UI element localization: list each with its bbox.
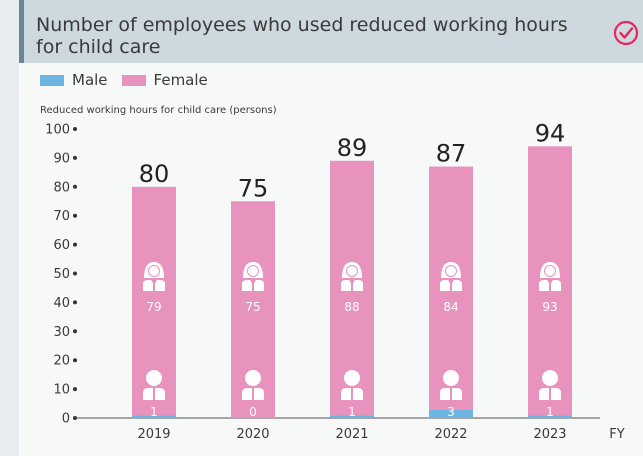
y-tick-dot — [73, 213, 77, 218]
female-value-label: 84 — [443, 300, 458, 314]
total-value-label: 87 — [436, 140, 467, 168]
bar-male — [132, 415, 176, 418]
y-tick-label: 100 — [45, 123, 70, 138]
female-person-icon — [242, 262, 264, 291]
chart-header — [19, 0, 643, 63]
y-tick-label: 30 — [53, 325, 70, 340]
male-person-icon — [242, 370, 264, 400]
male-person-icon — [539, 370, 561, 400]
female-person-icon — [440, 262, 462, 291]
y-tick-label: 90 — [53, 151, 70, 166]
bar-female — [429, 166, 473, 410]
y-tick-label: 60 — [53, 238, 70, 253]
x-tick-label: 2019 — [137, 427, 170, 442]
y-axis-label: Reduced working hours for child care (pe… — [40, 105, 277, 116]
legend-swatch-female — [121, 74, 146, 86]
y-tick-dot — [73, 184, 77, 189]
male-value-label: 0 — [249, 405, 257, 419]
y-tick-dot — [73, 387, 77, 392]
total-value-label: 75 — [238, 174, 269, 202]
female-value-label: 88 — [344, 300, 359, 314]
female-person-icon — [143, 262, 165, 291]
legend-swatch-male — [40, 74, 64, 86]
female-person-icon — [341, 262, 363, 291]
male-person-icon — [341, 370, 363, 400]
y-tick-label: 70 — [53, 209, 70, 224]
bar-male — [429, 409, 473, 418]
total-value-label: 80 — [139, 160, 170, 188]
y-tick-label: 0 — [62, 412, 70, 427]
y-tick-dot — [73, 358, 77, 363]
y-tick-dot — [73, 271, 77, 276]
bar-male — [528, 415, 572, 418]
check-circle-icon — [613, 20, 639, 46]
female-value-label: 79 — [146, 300, 161, 314]
y-tick-label: 20 — [53, 354, 70, 369]
total-value-label: 89 — [337, 134, 368, 162]
y-tick-dot — [73, 329, 77, 334]
x-tick-label: 2023 — [533, 427, 566, 442]
male-value-label: 1 — [150, 405, 158, 419]
x-tick-label: 2020 — [236, 427, 269, 442]
bar-male — [330, 415, 374, 418]
male-person-icon — [143, 370, 165, 400]
header-accent-bar — [19, 0, 24, 63]
male-value-label: 3 — [447, 405, 455, 419]
y-tick-dot — [73, 242, 77, 247]
y-tick-label: 80 — [53, 180, 70, 195]
male-person-icon — [440, 370, 462, 400]
male-value-label: 1 — [348, 405, 356, 419]
x-tick-label: 2021 — [335, 427, 368, 442]
female-value-label: 93 — [542, 300, 557, 314]
y-tick-dot — [73, 300, 77, 305]
chart-title: Number of employees who used reduced wor… — [36, 14, 568, 58]
legend-item-female: Female — [121, 71, 208, 89]
left-margin-strip — [0, 0, 19, 456]
chart-legend: Male Female — [40, 70, 222, 90]
y-tick-label: 40 — [53, 296, 70, 311]
legend-label-male: Male — [72, 71, 108, 89]
legend-item-male: Male — [40, 71, 108, 89]
female-value-label: 75 — [245, 300, 260, 314]
total-value-label: 94 — [535, 119, 566, 147]
y-tick-label: 10 — [53, 383, 70, 398]
y-tick-label: 50 — [53, 267, 70, 282]
legend-label-female: Female — [153, 71, 208, 89]
x-tick-label: 2022 — [434, 427, 467, 442]
male-value-label: 1 — [546, 405, 554, 419]
y-tick-dot — [73, 127, 77, 131]
y-tick-dot — [73, 155, 77, 160]
x-axis-label: FY — [609, 427, 624, 442]
female-person-icon — [539, 262, 561, 291]
